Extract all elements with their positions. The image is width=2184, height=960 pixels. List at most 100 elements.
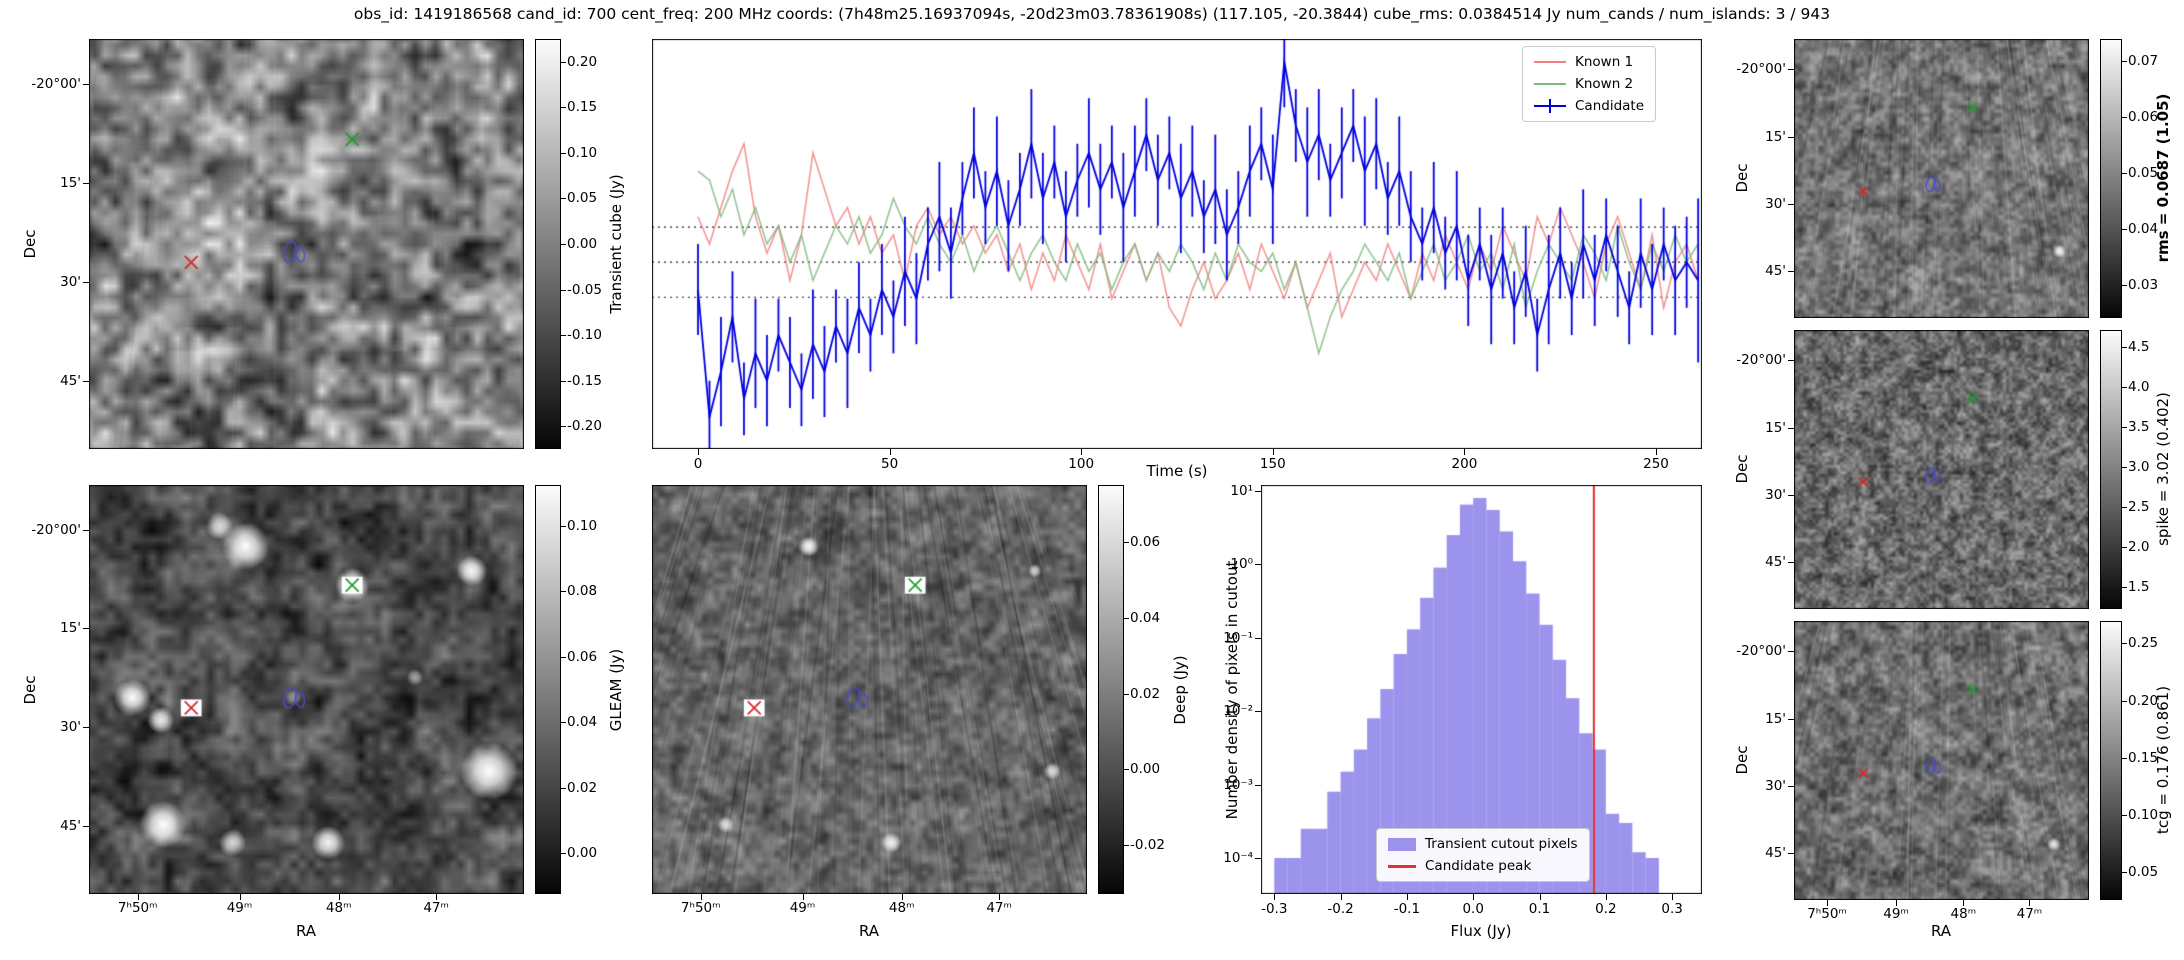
dec-tick-mark (1788, 718, 1794, 720)
transient-colorbar-tick-label: 0.20 (567, 53, 598, 70)
dec-tick-label: 30' (1765, 487, 1786, 504)
gleam-colorbar-tick-label: 0.06 (567, 648, 598, 665)
rms-colorbar-tick-mark (2122, 284, 2127, 286)
gleam-colorbar-tick-label: 0.02 (567, 779, 598, 796)
spike-colorbar (2100, 330, 2122, 609)
lightcurve-legend: Known 1 Known 2 Candidate (1522, 46, 1657, 122)
lightcurve-x-tick-mark (1272, 449, 1274, 455)
ra-tick-mark (436, 894, 438, 900)
rms-colorbar-tick-label: 0.03 (2128, 276, 2159, 293)
dec-tick-mark (1788, 69, 1794, 71)
transient-colorbar-tick-mark (561, 289, 566, 291)
dec-tick-label: 45' (60, 372, 81, 389)
tcg-colorbar-tick-mark (2122, 757, 2127, 759)
gleam-colorbar-tick-mark (561, 656, 566, 658)
rms-image (1794, 39, 2089, 318)
spike-colorbar-tick-mark (2122, 426, 2127, 428)
histogram-y-tick-label: 10⁻² (1223, 703, 1253, 720)
spike-colorbar-tick-label: 4.5 (2128, 338, 2150, 355)
spike-colorbar-tick-label: 2.0 (2128, 538, 2150, 555)
flux-axis-label: Flux (Jy) (1450, 922, 1512, 940)
gleam-colorbar-tick-mark (561, 591, 566, 593)
histogram-x-tick-label: 0.1 (1528, 901, 1551, 917)
spike-colorbar-tick-mark (2122, 466, 2127, 468)
dec-axis-label-transient: Dec (21, 229, 39, 259)
gleam-colorbar-tick-mark (561, 722, 566, 724)
legend-label: Known 2 (1575, 76, 1634, 92)
lightcurve-x-tick-mark (697, 449, 699, 455)
deep-colorbar-tick-label: 0.06 (1130, 534, 1161, 551)
transient-colorbar-tick-label: 0.15 (567, 99, 598, 116)
transient-colorbar-tick-mark (561, 244, 566, 245)
ra-tick-mark (700, 894, 702, 900)
lightcurve-x-tick-mark (1656, 449, 1657, 455)
ra-tick-mark (137, 894, 139, 900)
ra-tick-mark (338, 894, 340, 900)
ra-tick-label: 49ᵐ (1883, 906, 1909, 922)
dec-tick-label: -20°00' (1736, 643, 1786, 660)
gleam-colorbar-tick-label: 0.00 (567, 845, 598, 862)
ra-tick-mark (239, 894, 241, 900)
histogram-y-tick-label: 10⁻³ (1223, 776, 1253, 793)
histogram-x-tick-mark (1473, 894, 1475, 900)
histogram-y-tick-label: 10¹ (1230, 482, 1253, 499)
legend-item-cutout-pixels: Transient cutout pixels (1388, 836, 1578, 852)
flux-histogram (1261, 485, 1702, 894)
histogram-x-tick-mark (1274, 894, 1276, 900)
tcg-colorbar-tick-label: 0.25 (2128, 635, 2159, 652)
dec-tick-label: -20°00' (1736, 61, 1786, 78)
ra-axis-label-deep: RA (858, 922, 880, 940)
dec-axis-label-spike: Dec (1733, 454, 1751, 484)
dec-tick-label: 30' (60, 273, 81, 290)
legend-label: Transient cutout pixels (1425, 836, 1578, 852)
transient-colorbar-tick-mark (561, 426, 566, 428)
rms-colorbar-tick-mark (2122, 228, 2127, 230)
tcg-colorbar-tick-label: 0.15 (2128, 749, 2159, 766)
dec-tick-mark (1788, 360, 1794, 362)
legend-item-known-2: Known 2 (1534, 76, 1644, 92)
legend-item-candidate: Candidate (1534, 98, 1644, 114)
transient-colorbar-tick-mark (561, 335, 566, 337)
histogram-x-tick-label: 0.3 (1661, 901, 1683, 917)
lightcurve-x-tick-label: 150 (1259, 456, 1286, 472)
dec-axis-label-gleam: Dec (21, 675, 39, 705)
legend-line-swatch (1534, 98, 1566, 114)
ra-tick-label: 48ᵐ (1950, 906, 1977, 922)
transient-colorbar-tick-mark (561, 152, 566, 154)
ra-tick-label: 48ᵐ (888, 900, 915, 916)
transient-colorbar-tick-label: -0.05 (567, 281, 602, 298)
tcg-colorbar-tick-mark (2122, 700, 2127, 702)
spike-colorbar-tick-label: 3.0 (2128, 458, 2150, 475)
dec-tick-label: 15' (1765, 419, 1786, 436)
gleam-colorbar-tick-label: 0.04 (567, 714, 598, 731)
legend-line-swatch (1534, 76, 1566, 92)
ra-tick-mark (901, 894, 903, 900)
dec-tick-mark (1788, 562, 1794, 564)
dec-tick-mark (83, 727, 89, 729)
ra-tick-mark (2029, 900, 2031, 906)
tcg-colorbar-tick-label: 0.20 (2128, 692, 2159, 709)
spike-colorbar-tick-label: 2.5 (2128, 498, 2150, 515)
transient-colorbar (535, 39, 561, 449)
legend-label: Candidate (1575, 98, 1645, 114)
ra-axis-label-tcg: RA (1930, 922, 1952, 940)
dec-tick-mark (83, 529, 89, 531)
ra-tick-label: 47ᵐ (986, 900, 1012, 916)
dec-tick-mark (83, 182, 89, 184)
ra-tick-label: 49ᵐ (226, 900, 253, 916)
spike-colorbar-tick-label: 1.5 (2128, 578, 2150, 595)
dec-tick-mark (1788, 271, 1794, 273)
rms-colorbar-tick-label: 0.05 (2128, 164, 2159, 181)
transient-colorbar-tick-label: -0.15 (567, 372, 602, 389)
histogram-x-tick-mark (1672, 894, 1674, 900)
ra-tick-mark (1827, 900, 1829, 906)
dec-tick-label: 30' (1765, 196, 1786, 213)
lightcurve-x-tick-mark (1081, 449, 1083, 455)
dec-tick-label: 15' (1765, 710, 1786, 727)
ra-tick-label: 47ᵐ (2016, 906, 2043, 922)
lightcurve-x-tick-label: 0 (693, 456, 703, 472)
histogram-legend: Transient cutout pixels Candidate peak (1376, 828, 1590, 882)
legend-item-candidate-peak: Candidate peak (1388, 858, 1578, 874)
lightcurve-x-tick-label: 50 (880, 456, 899, 472)
transient-colorbar-tick-mark (561, 107, 566, 109)
